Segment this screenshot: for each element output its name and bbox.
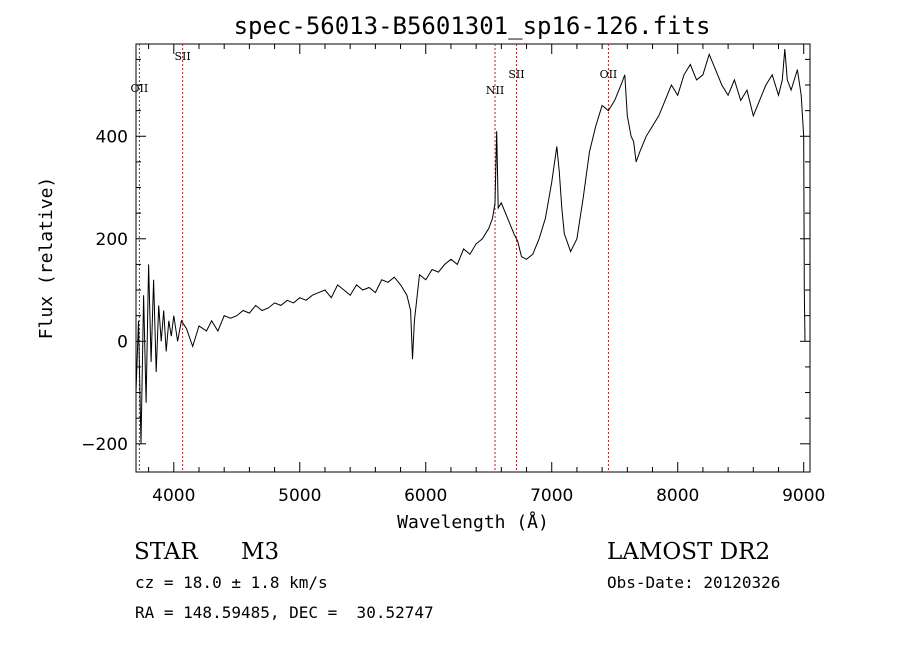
line-marker-label-1: SII [174, 50, 190, 63]
x-tick-label: 4000 [152, 486, 195, 506]
line-marker-label-0: OII [131, 82, 149, 95]
line-marker-label-3: SII [508, 68, 524, 81]
survey-name: LAMOST DR2 [607, 539, 771, 565]
line-marker-label-4: OII [600, 68, 618, 81]
object-subclass: M3 [241, 539, 280, 565]
object-type: STAR [134, 539, 198, 565]
x-tick-label: 6000 [404, 486, 447, 506]
line-marker-label-2: NII [486, 84, 504, 97]
x-tick-label: 5000 [278, 486, 321, 506]
plot-frame [135, 43, 811, 473]
y-tick-label: −200 [81, 435, 128, 455]
redshift-cz: cz = 18.0 ± 1.8 km/s [135, 573, 328, 592]
y-axis-label: Flux (relative) [36, 177, 57, 340]
x-tick-label: 9000 [782, 486, 825, 506]
obs-date: Obs-Date: 20120326 [607, 573, 781, 592]
x-tick-label: 8000 [656, 486, 699, 506]
y-tick-label: 400 [96, 127, 128, 147]
x-axis-label: Wavelength (Å) [397, 511, 549, 533]
flux-series-line [135, 49, 806, 444]
chart-title: spec-56013-B5601301_sp16-126.fits [234, 12, 711, 40]
y-tick-label: 200 [96, 230, 128, 250]
y-tick-label: 0 [117, 332, 128, 352]
emission-line-markers: OII SII NII SII OII [131, 44, 618, 472]
x-tick-label: 7000 [530, 486, 573, 506]
ra-dec: RA = 148.59485, DEC = 30.52747 [135, 603, 434, 622]
axis-ticks: 4000 5000 6000 7000 8000 9000 −200 0 200 400 [81, 44, 825, 506]
